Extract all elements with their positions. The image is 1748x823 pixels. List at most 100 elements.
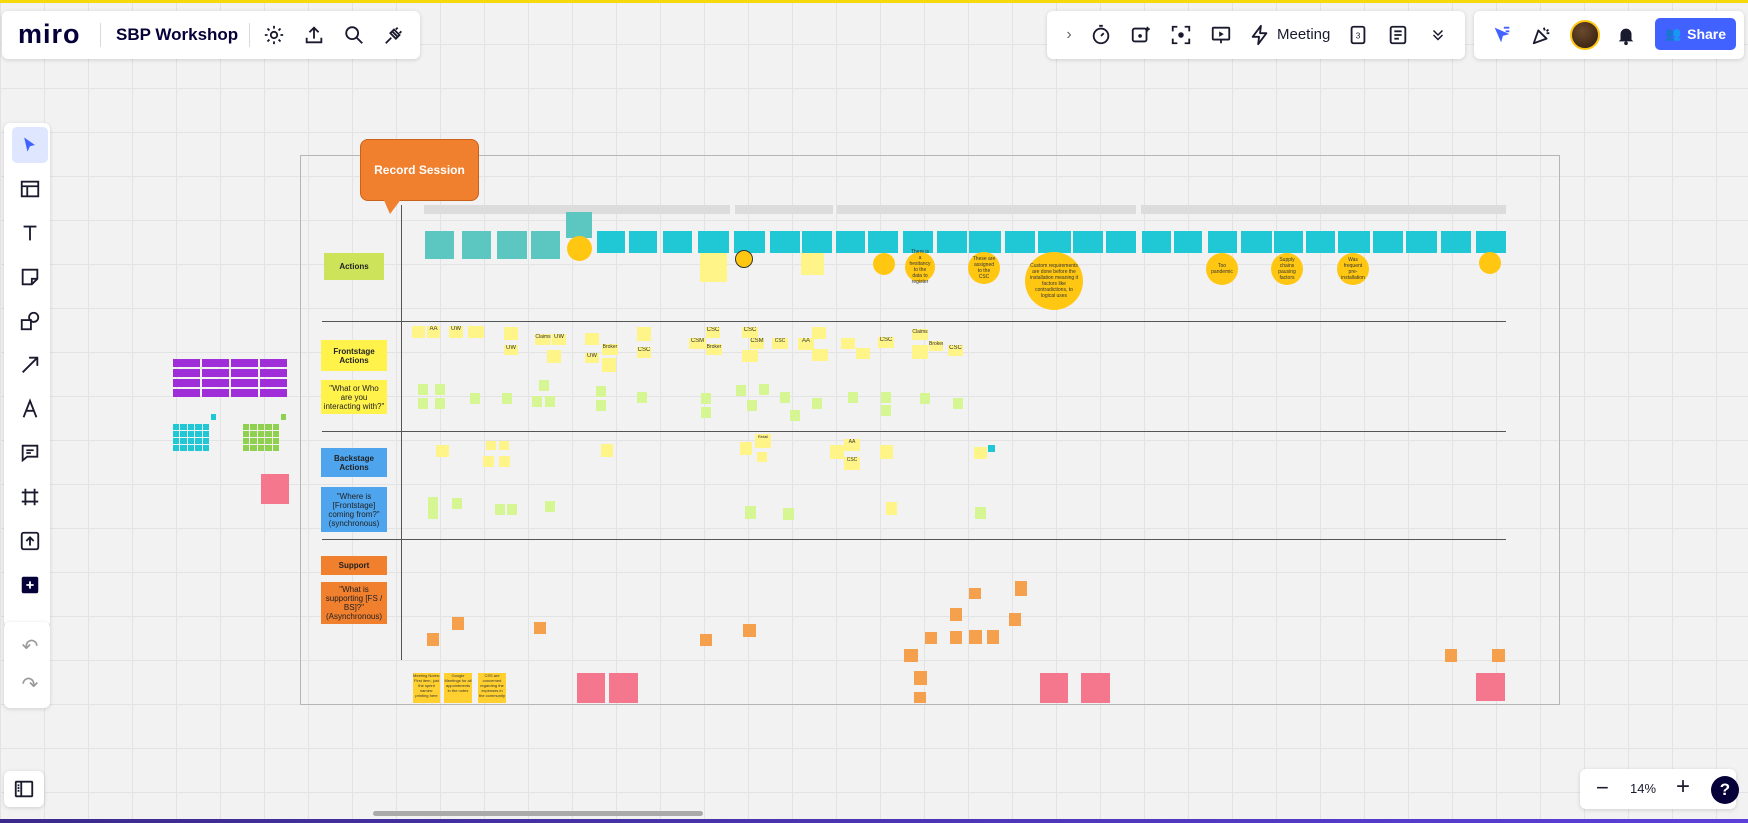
- action-sticky[interactable]: [425, 231, 454, 259]
- frontstage-green-sticky[interactable]: [637, 392, 647, 403]
- lane-label-support-question[interactable]: "What is supporting [FS / BS]?" (Asynchr…: [321, 582, 387, 624]
- backstage-green-sticky[interactable]: [745, 506, 756, 519]
- backstage-cyan-sticky[interactable]: [988, 445, 995, 452]
- support-sticky[interactable]: [950, 631, 962, 644]
- action-sticky[interactable]: [1274, 231, 1303, 253]
- backstage-green-sticky[interactable]: [495, 504, 505, 515]
- action-sticky[interactable]: [868, 231, 898, 253]
- timer-icon[interactable]: [1087, 21, 1115, 49]
- redo-icon[interactable]: ↷: [21, 673, 39, 696]
- frontstage-green-sticky[interactable]: [596, 386, 606, 397]
- action-sticky[interactable]: [1373, 231, 1403, 253]
- bottom-pink-note[interactable]: [1040, 673, 1068, 703]
- meeting-label[interactable]: Meeting: [1277, 26, 1331, 43]
- frontstage-tag[interactable]: UW: [449, 326, 463, 338]
- frontstage-tag[interactable]: UW: [585, 353, 599, 363]
- frontstage-tag[interactable]: Claims: [912, 329, 928, 340]
- frontstage-green-sticky[interactable]: [953, 398, 963, 409]
- support-sticky[interactable]: [534, 622, 546, 634]
- backstage-tag[interactable]: CSC: [844, 457, 860, 470]
- backstage-sticky[interactable]: [499, 456, 510, 467]
- support-sticky[interactable]: [1009, 613, 1021, 626]
- lane-label-support[interactable]: Support: [321, 556, 387, 575]
- support-sticky[interactable]: [904, 649, 918, 662]
- backstage-sticky[interactable]: [499, 441, 509, 450]
- action-sticky[interactable]: [700, 253, 727, 282]
- frontstage-green-sticky[interactable]: [790, 410, 800, 421]
- plug-icon[interactable]: [380, 21, 408, 49]
- action-sticky[interactable]: [802, 231, 832, 253]
- frontstage-tag[interactable]: AA: [427, 326, 440, 338]
- action-sticky[interactable]: [937, 231, 967, 253]
- frontstage-sticky[interactable]: [468, 326, 484, 338]
- action-circle[interactable]: Too pandemic: [1206, 253, 1238, 285]
- shapes-icon[interactable]: [12, 303, 48, 339]
- miro-logo[interactable]: miro: [18, 19, 81, 49]
- action-circle[interactable]: Supply chains pausing factors: [1271, 253, 1303, 285]
- calendar-icon[interactable]: 3: [1344, 21, 1372, 49]
- cyan-sticky[interactable]: [211, 414, 216, 420]
- frontstage-green-sticky[interactable]: [701, 393, 711, 404]
- board-panel-icon[interactable]: [10, 775, 38, 803]
- sticky-note-icon[interactable]: [12, 259, 48, 295]
- backstage-green-sticky[interactable]: [452, 498, 462, 509]
- action-circle[interactable]: These are assigned to the CSC: [968, 252, 1000, 284]
- bottom-note[interactable]: Meeting Notes: First item, just the spri…: [413, 673, 440, 703]
- frontstage-tag[interactable]: Broker: [602, 344, 618, 355]
- frontstage-sticky[interactable]: [856, 348, 870, 359]
- action-circle[interactable]: [735, 250, 753, 268]
- frontstage-sticky[interactable]: [412, 326, 425, 338]
- support-sticky[interactable]: [914, 692, 926, 703]
- lane-label-backstage[interactable]: Backstage Actions: [321, 448, 387, 477]
- green-sticky[interactable]: [281, 414, 286, 420]
- backstage-sticky[interactable]: [974, 447, 987, 459]
- bottom-pink-note[interactable]: [609, 673, 638, 703]
- action-circle[interactable]: [567, 236, 592, 261]
- backstage-sticky[interactable]: [740, 442, 752, 455]
- lightning-icon[interactable]: [1246, 21, 1274, 49]
- action-sticky[interactable]: [497, 231, 527, 259]
- lane-label-actions[interactable]: Actions: [324, 253, 384, 280]
- action-sticky[interactable]: [801, 253, 824, 275]
- action-sticky[interactable]: [969, 231, 1001, 253]
- frontstage-sticky[interactable]: [637, 327, 651, 341]
- frontstage-green-sticky[interactable]: [736, 385, 746, 396]
- action-circle[interactable]: [1479, 252, 1501, 274]
- frontstage-sticky[interactable]: [841, 338, 855, 349]
- lane-label-frontstage[interactable]: Frontstage Actions: [321, 340, 387, 371]
- undo-icon[interactable]: ↶: [21, 635, 39, 658]
- frontstage-green-sticky[interactable]: [848, 392, 858, 403]
- celebrate-icon[interactable]: [1528, 21, 1556, 49]
- frontstage-sticky[interactable]: [912, 345, 928, 359]
- pen-icon[interactable]: [12, 391, 48, 427]
- frontstage-green-sticky[interactable]: [502, 393, 512, 404]
- avatar[interactable]: [1570, 20, 1600, 50]
- frontstage-green-sticky[interactable]: [435, 384, 445, 395]
- frontstage-tag[interactable]: CSC: [637, 347, 651, 358]
- frontstage-green-sticky[interactable]: [812, 398, 822, 409]
- support-sticky[interactable]: [700, 634, 712, 646]
- action-sticky[interactable]: [1441, 231, 1471, 253]
- backstage-sticky[interactable]: [483, 456, 494, 467]
- support-sticky[interactable]: [1445, 649, 1457, 662]
- arrow-icon[interactable]: [12, 347, 48, 383]
- horizontal-scrollbar[interactable]: [373, 811, 703, 816]
- action-sticky[interactable]: [770, 231, 800, 253]
- support-sticky[interactable]: [950, 608, 962, 621]
- present-icon[interactable]: [1207, 21, 1235, 49]
- frontstage-tag[interactable]: UW: [552, 334, 566, 345]
- action-sticky[interactable]: [597, 231, 625, 253]
- action-sticky[interactable]: [1406, 231, 1437, 253]
- frontstage-tag[interactable]: UW: [504, 345, 518, 355]
- frontstage-sticky[interactable]: [504, 327, 518, 340]
- frontstage-green-sticky[interactable]: [701, 407, 711, 418]
- chevrons-down-icon[interactable]: [1424, 21, 1452, 49]
- backstage-sticky[interactable]: [601, 444, 613, 457]
- frontstage-tag[interactable]: CSM: [750, 338, 764, 349]
- zoom-level[interactable]: 14%: [1630, 781, 1657, 796]
- backstage-sticky[interactable]: [486, 441, 496, 450]
- frontstage-sticky[interactable]: [602, 358, 616, 372]
- add-icon[interactable]: [12, 567, 48, 603]
- help-button[interactable]: ?: [1711, 776, 1739, 804]
- pink-side-note[interactable]: [261, 474, 289, 504]
